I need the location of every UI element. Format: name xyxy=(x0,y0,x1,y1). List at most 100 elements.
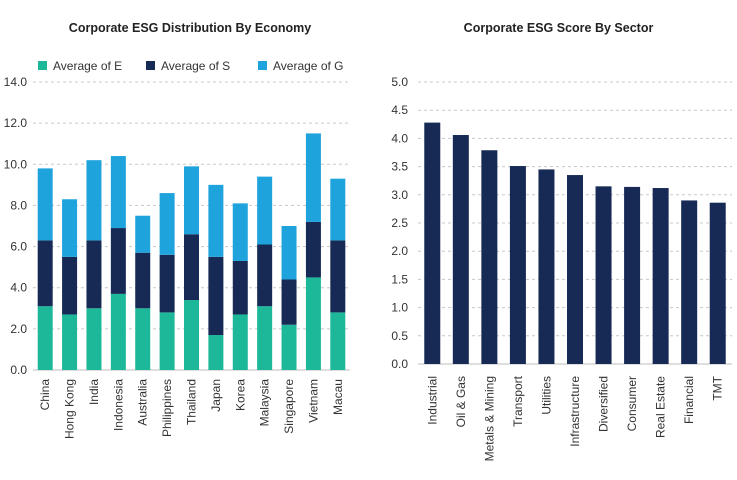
x-tick-label: Utilities xyxy=(539,376,553,415)
legend-label: Average of S xyxy=(161,59,230,73)
bar-segment xyxy=(86,308,102,370)
bar xyxy=(452,135,469,364)
bar-segment xyxy=(37,240,53,307)
bar-segment xyxy=(305,133,321,222)
y-tick-label: 1.0 xyxy=(391,301,408,315)
bar-segment xyxy=(330,312,346,370)
x-tick-label: TMT xyxy=(711,375,725,400)
x-tick-label: Financial xyxy=(682,376,696,424)
esg-economy-chart: Corporate ESG Distribution By Economy 0.… xyxy=(4,21,350,439)
bar-segment xyxy=(232,314,248,370)
bar-segment xyxy=(86,240,102,309)
bar-segment xyxy=(232,260,248,315)
esg-sector-chart: Corporate ESG Score By Sector 0.0 0.5 1.0 1… xyxy=(380,0,737,480)
x-tick-label: Oil & Gas xyxy=(454,376,468,427)
x-tick-label: Malaysia xyxy=(258,379,272,427)
bar-segment xyxy=(305,277,321,370)
y-tick-label: 2.5 xyxy=(391,216,408,230)
bar xyxy=(567,175,583,364)
x-tick-label: Infrastructure xyxy=(568,376,582,447)
bar-segment xyxy=(135,308,151,370)
bar-segment xyxy=(208,184,224,257)
y-tick-label: 4.0 xyxy=(391,131,408,145)
y-tick-label: 14.0 xyxy=(4,75,28,89)
bar-segment xyxy=(281,324,297,370)
y-tick-label: 2.0 xyxy=(391,244,408,258)
y-tick-label: 5.0 xyxy=(391,75,408,89)
x-tick-label: Vietnam xyxy=(306,379,320,423)
y-tick-label: 4.0 xyxy=(10,281,27,295)
x-tick-label: Indonesia xyxy=(111,379,125,431)
x-tick-label: Transport xyxy=(511,375,525,427)
y-tick-label: 10.0 xyxy=(4,157,28,171)
x-tick-label: Japan xyxy=(209,379,223,412)
x-tick-label: Hong Kong xyxy=(63,379,77,439)
bar xyxy=(595,186,612,364)
chart-title: Corporate ESG Score By Sector xyxy=(463,21,654,35)
legend-swatch xyxy=(146,61,155,70)
y-tick-label: 6.0 xyxy=(10,240,27,254)
y-tick-label: 3.0 xyxy=(391,188,408,202)
bar-chart: 0.0 0.5 1.0 1.5 2.0 2.5 3.0 3.5 4.0 4.5 5.0 Industr… xyxy=(391,75,732,461)
y-tick-label: 3.5 xyxy=(391,160,408,174)
bar-segment xyxy=(110,228,126,294)
bar-segment xyxy=(62,199,78,257)
x-tick-label: Industrial xyxy=(425,376,439,425)
bar-segment xyxy=(257,306,273,370)
bar-segment xyxy=(281,226,297,280)
x-tick-label: Thailand xyxy=(185,379,199,425)
x-tick-label: Macau xyxy=(331,379,345,415)
x-tick-label: Singapore xyxy=(282,379,296,434)
legend-swatch xyxy=(258,61,267,70)
y-tick-label: 2.0 xyxy=(10,322,27,336)
x-tick-label: Australia xyxy=(136,379,150,426)
x-tick-label: Metals & Mining xyxy=(482,376,496,461)
y-tick-label: 0.0 xyxy=(10,363,27,377)
x-tick-label: Consumer xyxy=(625,376,639,431)
bar-segment xyxy=(62,256,78,315)
bar xyxy=(681,200,698,364)
bar xyxy=(481,150,498,364)
stacked-bar-chart: 0.0 2.0 4.0 6.0 8.0 10.0 12.0 14.0 Average of E A… xyxy=(4,59,350,439)
x-tick-label: Philippines xyxy=(160,379,174,437)
bar-segment xyxy=(330,240,346,313)
legend-label: Average of G xyxy=(273,59,344,73)
bar-segment xyxy=(62,314,78,370)
bar-segment xyxy=(110,156,126,229)
x-tick-label: China xyxy=(38,379,52,411)
bar-segment xyxy=(184,166,199,235)
bar-segment xyxy=(37,306,53,370)
y-tick-label: 8.0 xyxy=(10,198,27,212)
legend-swatch xyxy=(38,61,47,70)
y-tick-label: 0.5 xyxy=(391,329,408,343)
x-tick-label: Diversified xyxy=(597,376,611,432)
x-tick-label: Real Estate xyxy=(654,376,668,438)
bar-segment xyxy=(37,168,53,241)
bar-segment xyxy=(184,300,199,370)
bar-segment xyxy=(208,256,224,336)
bar-segment xyxy=(257,176,273,245)
x-tick-label: India xyxy=(87,379,101,405)
legend-label: Average of E xyxy=(53,59,122,73)
bar-segment xyxy=(281,279,297,325)
bar-segment xyxy=(330,178,346,241)
bar-segment xyxy=(159,254,175,313)
bar-segment xyxy=(184,234,199,301)
y-tick-label: 1.5 xyxy=(391,272,408,286)
bar xyxy=(709,202,726,364)
bar xyxy=(538,169,555,364)
bar xyxy=(424,122,441,364)
bar xyxy=(509,166,526,364)
bar xyxy=(652,188,669,364)
bar-segment xyxy=(159,312,175,370)
bar-segment xyxy=(257,244,273,307)
x-tick-label: Korea xyxy=(233,379,247,411)
chart-title: Corporate ESG Distribution By Economy xyxy=(68,21,312,35)
bar-segment xyxy=(135,215,151,253)
bar-segment xyxy=(159,193,175,255)
y-tick-label: 0.0 xyxy=(391,357,408,371)
y-tick-label: 4.5 xyxy=(391,103,408,117)
bar xyxy=(624,186,641,364)
bar-segment xyxy=(305,221,321,278)
bar-segment xyxy=(232,203,248,261)
